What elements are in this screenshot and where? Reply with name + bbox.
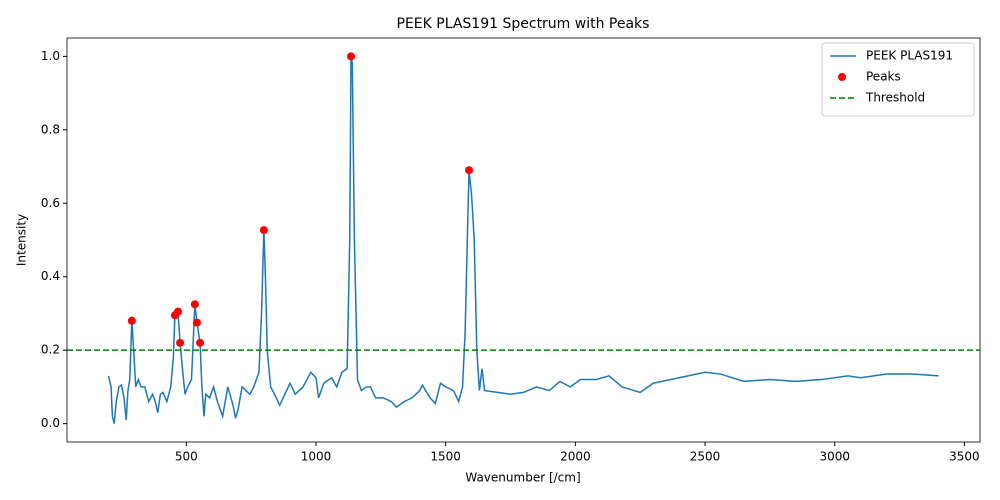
y-tick-label: 1.0 xyxy=(41,49,60,63)
y-tick-label: 0.8 xyxy=(41,122,60,136)
x-tick-label: 2500 xyxy=(690,450,721,464)
peak-point xyxy=(196,338,205,347)
x-tick-label: 3500 xyxy=(949,450,980,464)
y-tick-label: 0.6 xyxy=(41,196,60,210)
x-tick-label: 1000 xyxy=(301,450,332,464)
x-tick-label: 500 xyxy=(175,450,198,464)
legend-box xyxy=(821,42,975,117)
peak-point xyxy=(127,316,136,325)
y-tick-label: 0.0 xyxy=(41,416,60,430)
peak-point xyxy=(176,338,185,347)
x-tick-label: 2000 xyxy=(560,450,591,464)
legend-label: Threshold xyxy=(865,91,925,105)
peak-point xyxy=(192,318,201,327)
legend-swatch xyxy=(838,73,846,81)
legend-label: PEEK PLAS191 xyxy=(866,49,953,63)
y-axis-label: Intensity xyxy=(15,214,29,266)
peak-point xyxy=(347,52,356,61)
y-tick-label: 0.4 xyxy=(41,269,60,283)
y-tick-label: 0.2 xyxy=(41,343,60,357)
chart-title: PEEK PLAS191 Spectrum with Peaks xyxy=(397,16,650,32)
x-tick-label: 1500 xyxy=(430,450,461,464)
peak-point xyxy=(259,226,268,235)
x-tick-label: 3000 xyxy=(819,450,850,464)
x-axis-label: Wavenumber [/cm] xyxy=(465,471,580,485)
peak-point xyxy=(190,300,199,309)
peak-point xyxy=(174,307,183,316)
legend-label: Peaks xyxy=(866,70,901,84)
spectrum-line xyxy=(107,56,939,424)
peak-point xyxy=(465,166,474,175)
plot-frame xyxy=(66,37,981,443)
